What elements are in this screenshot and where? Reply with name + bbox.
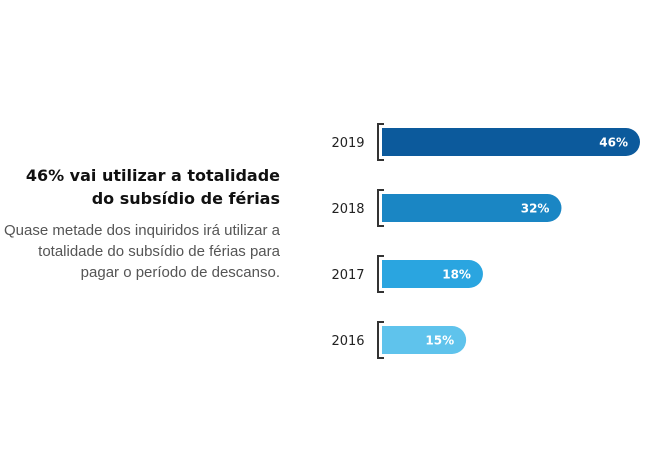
value-label: 32% [521, 202, 550, 216]
bar-chart: 2019 46% 2018 32% 2017 18% 2016 15% [331, 123, 640, 359]
bracket-mark [377, 321, 384, 359]
value-label: 46% [599, 136, 628, 150]
bar [382, 260, 483, 288]
bracket-mark [377, 255, 384, 293]
value-label: 15% [425, 334, 454, 348]
bracket-mark [377, 189, 384, 227]
bracket-mark [377, 123, 384, 161]
value-label: 18% [442, 268, 471, 282]
category-label: 2016 [331, 334, 364, 349]
headline: 46% vai utilizar a totalidade do subsídi… [25, 166, 280, 208]
category-label: 2018 [331, 202, 364, 217]
bar [382, 128, 640, 156]
bar [382, 194, 562, 222]
text-block: 46% vai utilizar a totalidade do subsídi… [0, 164, 280, 283]
category-label: 2017 [331, 268, 364, 283]
category-label: 2019 [331, 136, 364, 151]
description: Quase metade dos inquiridos irá utilizar… [4, 222, 280, 281]
bar [382, 326, 467, 354]
